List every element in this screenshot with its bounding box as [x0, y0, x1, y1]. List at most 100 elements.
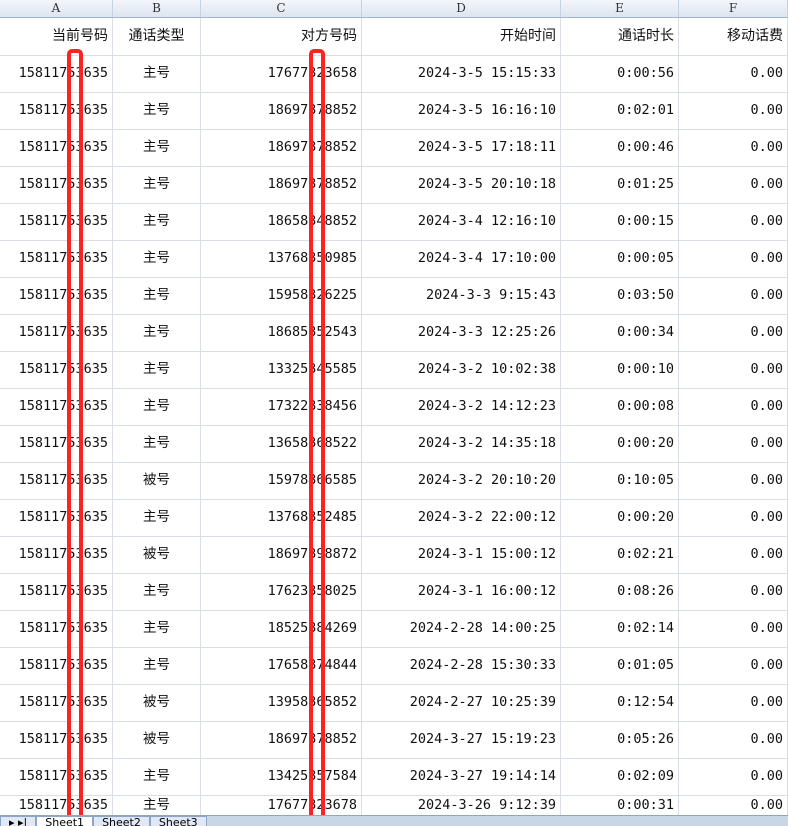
cell[interactable]: 15811753635 [0, 314, 113, 351]
cell[interactable]: 2024-3-4 12:16:10 [362, 203, 561, 240]
cell[interactable]: 15811753635 [0, 610, 113, 647]
cell[interactable]: 开始时间 [362, 18, 561, 55]
cell[interactable]: 0:05:26 [561, 721, 679, 758]
cell[interactable]: 主号 [113, 499, 201, 536]
cell[interactable]: 15811753635 [0, 795, 113, 815]
cell[interactable]: 13768352485 [201, 499, 362, 536]
cell[interactable]: 18525384269 [201, 610, 362, 647]
cell[interactable]: 18697378852 [201, 721, 362, 758]
cell[interactable]: 主号 [113, 610, 201, 647]
cell[interactable]: 15811753635 [0, 351, 113, 388]
cell[interactable]: 2024-3-27 19:14:14 [362, 758, 561, 795]
cell[interactable]: 当前号码 [0, 18, 113, 55]
cell[interactable]: 0.00 [679, 351, 788, 388]
cell[interactable]: 0:00:10 [561, 351, 679, 388]
cell[interactable]: 15811753635 [0, 277, 113, 314]
cell[interactable]: 被号 [113, 721, 201, 758]
cell[interactable]: 2024-2-27 10:25:39 [362, 684, 561, 721]
cell[interactable]: 2024-3-2 22:00:12 [362, 499, 561, 536]
cell[interactable]: 15958326225 [201, 277, 362, 314]
cell[interactable]: 被号 [113, 462, 201, 499]
cell[interactable]: 17677323658 [201, 55, 362, 92]
cell[interactable]: 0.00 [679, 684, 788, 721]
cell[interactable]: 0:00:15 [561, 203, 679, 240]
cell[interactable]: 2024-3-26 9:12:39 [362, 795, 561, 815]
cell[interactable]: 0.00 [679, 721, 788, 758]
cell[interactable]: 15811753635 [0, 758, 113, 795]
cell[interactable]: 2024-3-3 12:25:26 [362, 314, 561, 351]
cell[interactable]: 0:00:46 [561, 129, 679, 166]
cell[interactable]: 主号 [113, 351, 201, 388]
cell[interactable]: 2024-3-2 14:12:23 [362, 388, 561, 425]
cell[interactable]: 15811753635 [0, 166, 113, 203]
column-header-e[interactable]: E [561, 0, 679, 17]
cell[interactable]: 主号 [113, 92, 201, 129]
cell[interactable]: 15811753635 [0, 684, 113, 721]
cell[interactable]: 被号 [113, 684, 201, 721]
cell[interactable]: 移动话费 [679, 18, 788, 55]
cell[interactable]: 主号 [113, 166, 201, 203]
cell[interactable]: 0:01:05 [561, 647, 679, 684]
cell[interactable]: 18697378852 [201, 166, 362, 203]
cell[interactable]: 2024-3-5 17:18:11 [362, 129, 561, 166]
cell[interactable]: 0.00 [679, 499, 788, 536]
cell[interactable]: 0.00 [679, 795, 788, 815]
cell[interactable]: 18697378852 [201, 92, 362, 129]
cell[interactable]: 0:00:31 [561, 795, 679, 815]
cell[interactable]: 15811753635 [0, 536, 113, 573]
cell[interactable]: 15811753635 [0, 240, 113, 277]
cell[interactable]: 0:10:05 [561, 462, 679, 499]
cell[interactable]: 主号 [113, 203, 201, 240]
cell[interactable]: 对方号码 [201, 18, 362, 55]
cell[interactable]: 0.00 [679, 277, 788, 314]
cell[interactable]: 18658348852 [201, 203, 362, 240]
column-header-c[interactable]: C [201, 0, 362, 17]
column-header-a[interactable]: A [0, 0, 113, 17]
cell[interactable]: 0:02:01 [561, 92, 679, 129]
cell[interactable]: 13768350985 [201, 240, 362, 277]
cell[interactable]: 0:12:54 [561, 684, 679, 721]
cell[interactable]: 0:00:34 [561, 314, 679, 351]
column-header-d[interactable]: D [362, 0, 561, 17]
cell[interactable]: 0:02:09 [561, 758, 679, 795]
cell[interactable]: 2024-3-1 16:00:12 [362, 573, 561, 610]
cell[interactable]: 2024-3-2 14:35:18 [362, 425, 561, 462]
column-header-b[interactable]: B [113, 0, 201, 17]
cell[interactable]: 0:01:25 [561, 166, 679, 203]
cell[interactable]: 0.00 [679, 573, 788, 610]
cell[interactable]: 2024-3-5 15:15:33 [362, 55, 561, 92]
cell[interactable]: 0:02:21 [561, 536, 679, 573]
cell[interactable]: 主号 [113, 55, 201, 92]
cell[interactable]: 2024-3-3 9:15:43 [362, 277, 561, 314]
cell[interactable]: 0.00 [679, 129, 788, 166]
column-header-f[interactable]: F [679, 0, 788, 17]
cell[interactable]: 13425357584 [201, 758, 362, 795]
cell[interactable]: 0:02:14 [561, 610, 679, 647]
cell[interactable]: 15811753635 [0, 388, 113, 425]
cell[interactable]: 0.00 [679, 388, 788, 425]
cell[interactable]: 主号 [113, 277, 201, 314]
cell[interactable]: 0:00:20 [561, 425, 679, 462]
cell[interactable]: 0.00 [679, 462, 788, 499]
tab-sheet3[interactable]: Sheet3 [149, 816, 207, 826]
cell[interactable]: 13958365852 [201, 684, 362, 721]
cell[interactable]: 13658368522 [201, 425, 362, 462]
cell[interactable]: 通话类型 [113, 18, 201, 55]
cell[interactable]: 15811753635 [0, 425, 113, 462]
cell[interactable]: 主号 [113, 758, 201, 795]
cell[interactable]: 主号 [113, 314, 201, 351]
cell[interactable]: 15811753635 [0, 129, 113, 166]
cell[interactable]: 0.00 [679, 610, 788, 647]
tab-sheet2[interactable]: Sheet2 [93, 816, 150, 826]
cell[interactable]: 2024-3-2 20:10:20 [362, 462, 561, 499]
cell[interactable]: 0.00 [679, 92, 788, 129]
cell[interactable]: 15811753635 [0, 499, 113, 536]
cell[interactable]: 15978366585 [201, 462, 362, 499]
cell[interactable]: 主号 [113, 647, 201, 684]
cell[interactable]: 17322338456 [201, 388, 362, 425]
cell[interactable]: 2024-3-4 17:10:00 [362, 240, 561, 277]
cell[interactable]: 主号 [113, 795, 201, 815]
cell[interactable]: 17658374844 [201, 647, 362, 684]
cell[interactable]: 0:08:26 [561, 573, 679, 610]
tab-sheet1[interactable]: Sheet1 [36, 816, 94, 826]
